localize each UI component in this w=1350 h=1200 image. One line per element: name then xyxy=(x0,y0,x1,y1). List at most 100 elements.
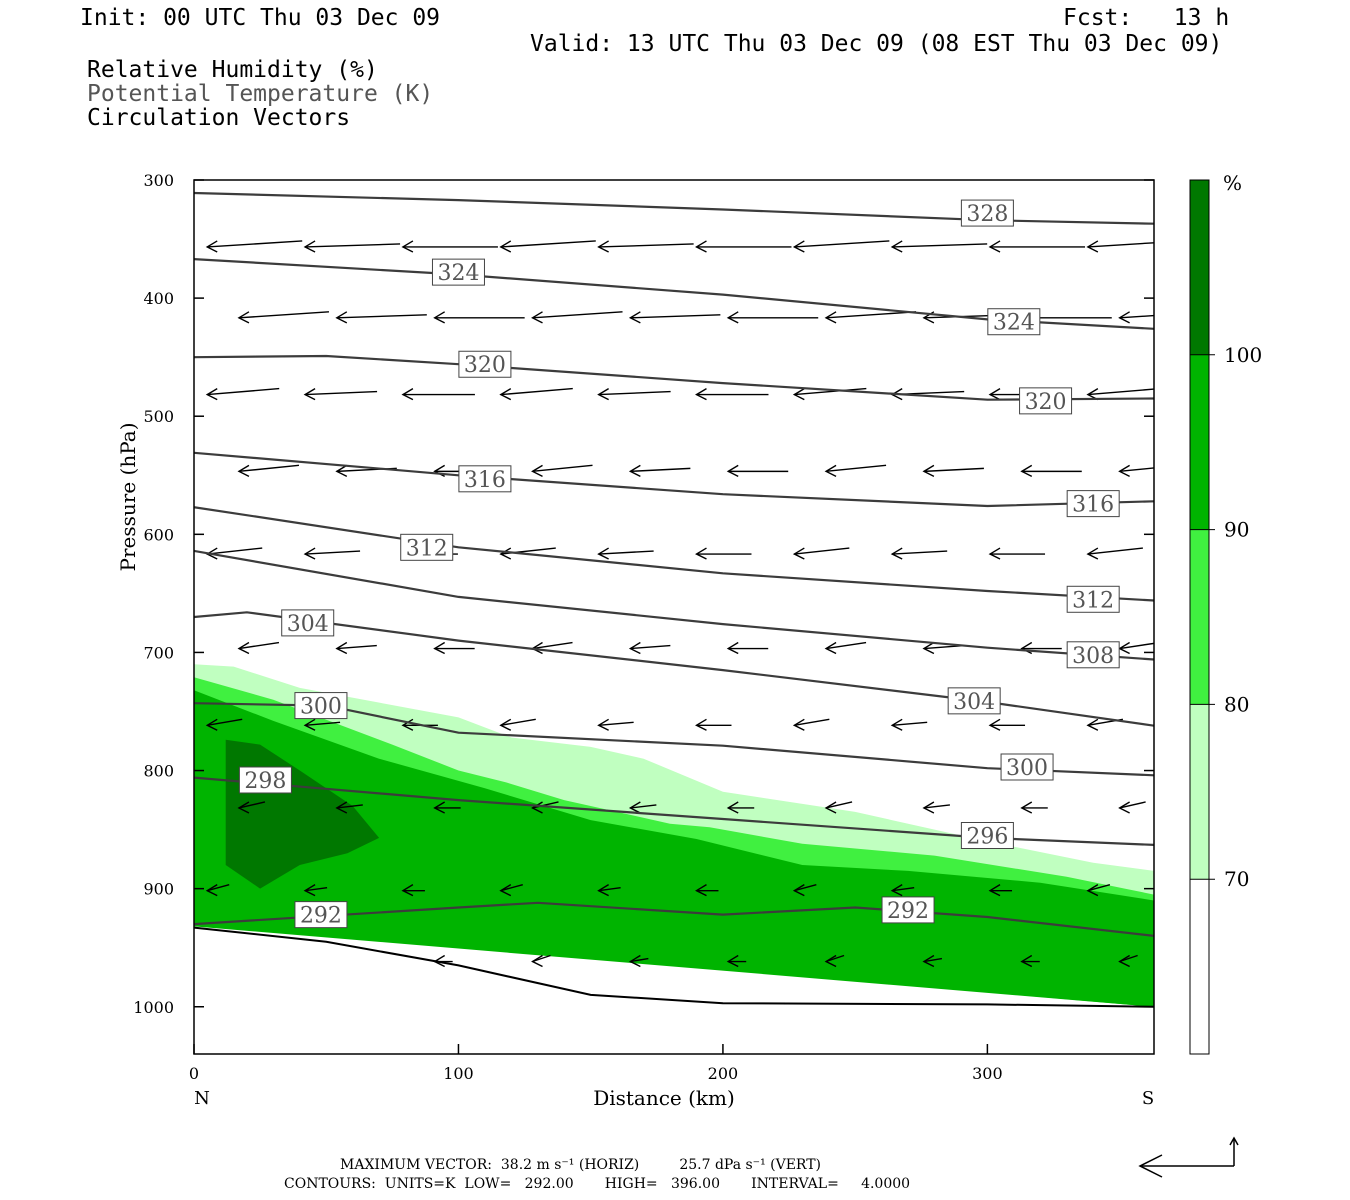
colorbar-segment xyxy=(1190,354,1209,530)
circulation-vector xyxy=(792,547,850,560)
circulation-vector xyxy=(205,387,280,401)
circulation-vector xyxy=(1020,954,1040,968)
circulation-vector xyxy=(695,387,769,401)
field-label-rh: Relative Humidity (%) xyxy=(87,57,378,83)
circulation-vector xyxy=(531,954,551,968)
x-tick-label: 0 xyxy=(189,1064,199,1083)
circulation-vector xyxy=(695,884,719,897)
circulation-vector-layer xyxy=(205,240,1154,968)
y-tick-label: 600 xyxy=(143,525,174,544)
circulation-vector xyxy=(695,240,792,253)
colorbar-label: 70 xyxy=(1224,867,1249,891)
colorbar-frame xyxy=(1189,179,1210,1055)
circulation-vector xyxy=(628,954,649,968)
circulation-vector xyxy=(922,954,943,968)
colorbar-segment xyxy=(1190,704,1209,880)
contour-label-text: 292 xyxy=(887,899,929,924)
contour-label-text: 298 xyxy=(244,769,286,794)
circulation-vector xyxy=(531,464,593,477)
y-tick-label: 900 xyxy=(143,880,174,899)
circulation-vector xyxy=(824,954,845,968)
forecast-hour-label: Fcst: 13 h xyxy=(1063,5,1230,31)
colorbar: 70 80 90 100% xyxy=(1189,171,1262,1055)
circulation-vector xyxy=(628,641,671,655)
circulation-vector xyxy=(597,884,621,897)
contour-label-text: 308 xyxy=(1072,644,1114,669)
circulation-vector xyxy=(1086,547,1143,560)
circulation-vector xyxy=(303,547,361,560)
theta-contour-320 xyxy=(194,354,1154,401)
contour-label-312: 312 xyxy=(400,533,454,561)
theta-contour-layer xyxy=(194,191,1154,937)
circulation-vector xyxy=(237,641,280,655)
contour-label-text: 328 xyxy=(966,202,1008,227)
contour-label-text: 312 xyxy=(1072,588,1114,613)
reference-vector xyxy=(1138,1136,1239,1178)
circulation-vector xyxy=(988,547,1046,560)
circulation-vector xyxy=(922,464,984,477)
init-time-label: Init: 00 UTC Thu 03 Dec 09 xyxy=(80,5,441,31)
circulation-vector xyxy=(824,311,917,324)
contour-label-text: 320 xyxy=(1025,390,1067,415)
max-vector-note: MAXIMUM VECTOR: 38.2 m s⁻¹ (HORIZ) 25.7 … xyxy=(340,1157,822,1173)
contour-label-text: 316 xyxy=(464,468,506,493)
circulation-vector xyxy=(1020,641,1062,655)
circulation-vector xyxy=(401,240,498,253)
colorbar-unit: % xyxy=(1223,171,1242,195)
circulation-vector xyxy=(824,801,853,814)
contour-label-316: 316 xyxy=(1066,490,1120,518)
circulation-vector xyxy=(205,718,243,731)
colorbar-segment xyxy=(1190,529,1209,705)
circulation-vector xyxy=(1020,801,1048,814)
contour-label-328: 328 xyxy=(960,199,1014,227)
circulation-vector xyxy=(890,240,988,253)
circulation-vector xyxy=(726,641,769,655)
x-tick-label: 200 xyxy=(708,1064,739,1083)
contour-label-292: 292 xyxy=(881,896,935,924)
circulation-vector xyxy=(303,884,328,897)
contour-label-304: 304 xyxy=(947,687,1001,715)
circulation-vector xyxy=(597,718,634,731)
contour-label-text: 304 xyxy=(953,690,995,715)
circulation-vector xyxy=(433,954,453,968)
circulation-vector xyxy=(531,801,559,814)
contour-label-text: 316 xyxy=(1072,493,1114,518)
contour-label-320: 320 xyxy=(1019,387,1073,415)
circulation-vector xyxy=(335,641,377,655)
x-end-label-north: N xyxy=(194,1088,210,1109)
circulation-vector xyxy=(1118,311,1154,324)
circulation-vector xyxy=(335,311,427,324)
colorbar-label: 90 xyxy=(1224,518,1249,542)
contour-label-text: 312 xyxy=(406,536,448,561)
circulation-vector xyxy=(401,884,425,897)
theta-contour-312 xyxy=(194,506,1154,602)
valid-time-label: Valid: 13 UTC Thu 03 Dec 09 (08 EST Thu … xyxy=(530,31,1223,57)
x-tick-label: 300 xyxy=(972,1064,1003,1083)
y-tick-label: 500 xyxy=(143,407,174,426)
circulation-vector xyxy=(988,718,1026,731)
circulation-vector xyxy=(303,240,401,253)
x-axis-title: Distance (km) xyxy=(593,1086,735,1110)
x-tick-label: 100 xyxy=(443,1064,474,1083)
circulation-vector xyxy=(1118,954,1138,968)
circulation-vector xyxy=(433,801,461,814)
theta-contour-304 xyxy=(194,611,1154,727)
theta-contour-296 xyxy=(194,776,1154,846)
theta-contour-308 xyxy=(194,549,1154,661)
circulation-vector xyxy=(597,387,671,401)
axes: 300 400 500 600 700 800 900 1000 0 100 200 300 N S Dis… xyxy=(116,171,1155,1110)
circulation-vector xyxy=(726,311,819,324)
circulation-vector xyxy=(205,240,303,253)
contour-label-text: 324 xyxy=(437,261,479,286)
circulation-vector xyxy=(922,801,950,814)
theta-contour-328 xyxy=(194,191,1154,225)
circulation-vector xyxy=(988,884,1013,897)
circulation-vector xyxy=(1086,240,1154,253)
y-axis-title: Pressure (hPa) xyxy=(116,423,140,572)
contour-label-layer: 328 324 324 320 320 316 316 312 312 308 304 304 300 3… xyxy=(238,199,1120,929)
circulation-vector xyxy=(628,311,721,324)
circulation-vector xyxy=(792,240,890,253)
circulation-vector xyxy=(597,547,654,560)
plot-frame xyxy=(193,179,1155,1055)
